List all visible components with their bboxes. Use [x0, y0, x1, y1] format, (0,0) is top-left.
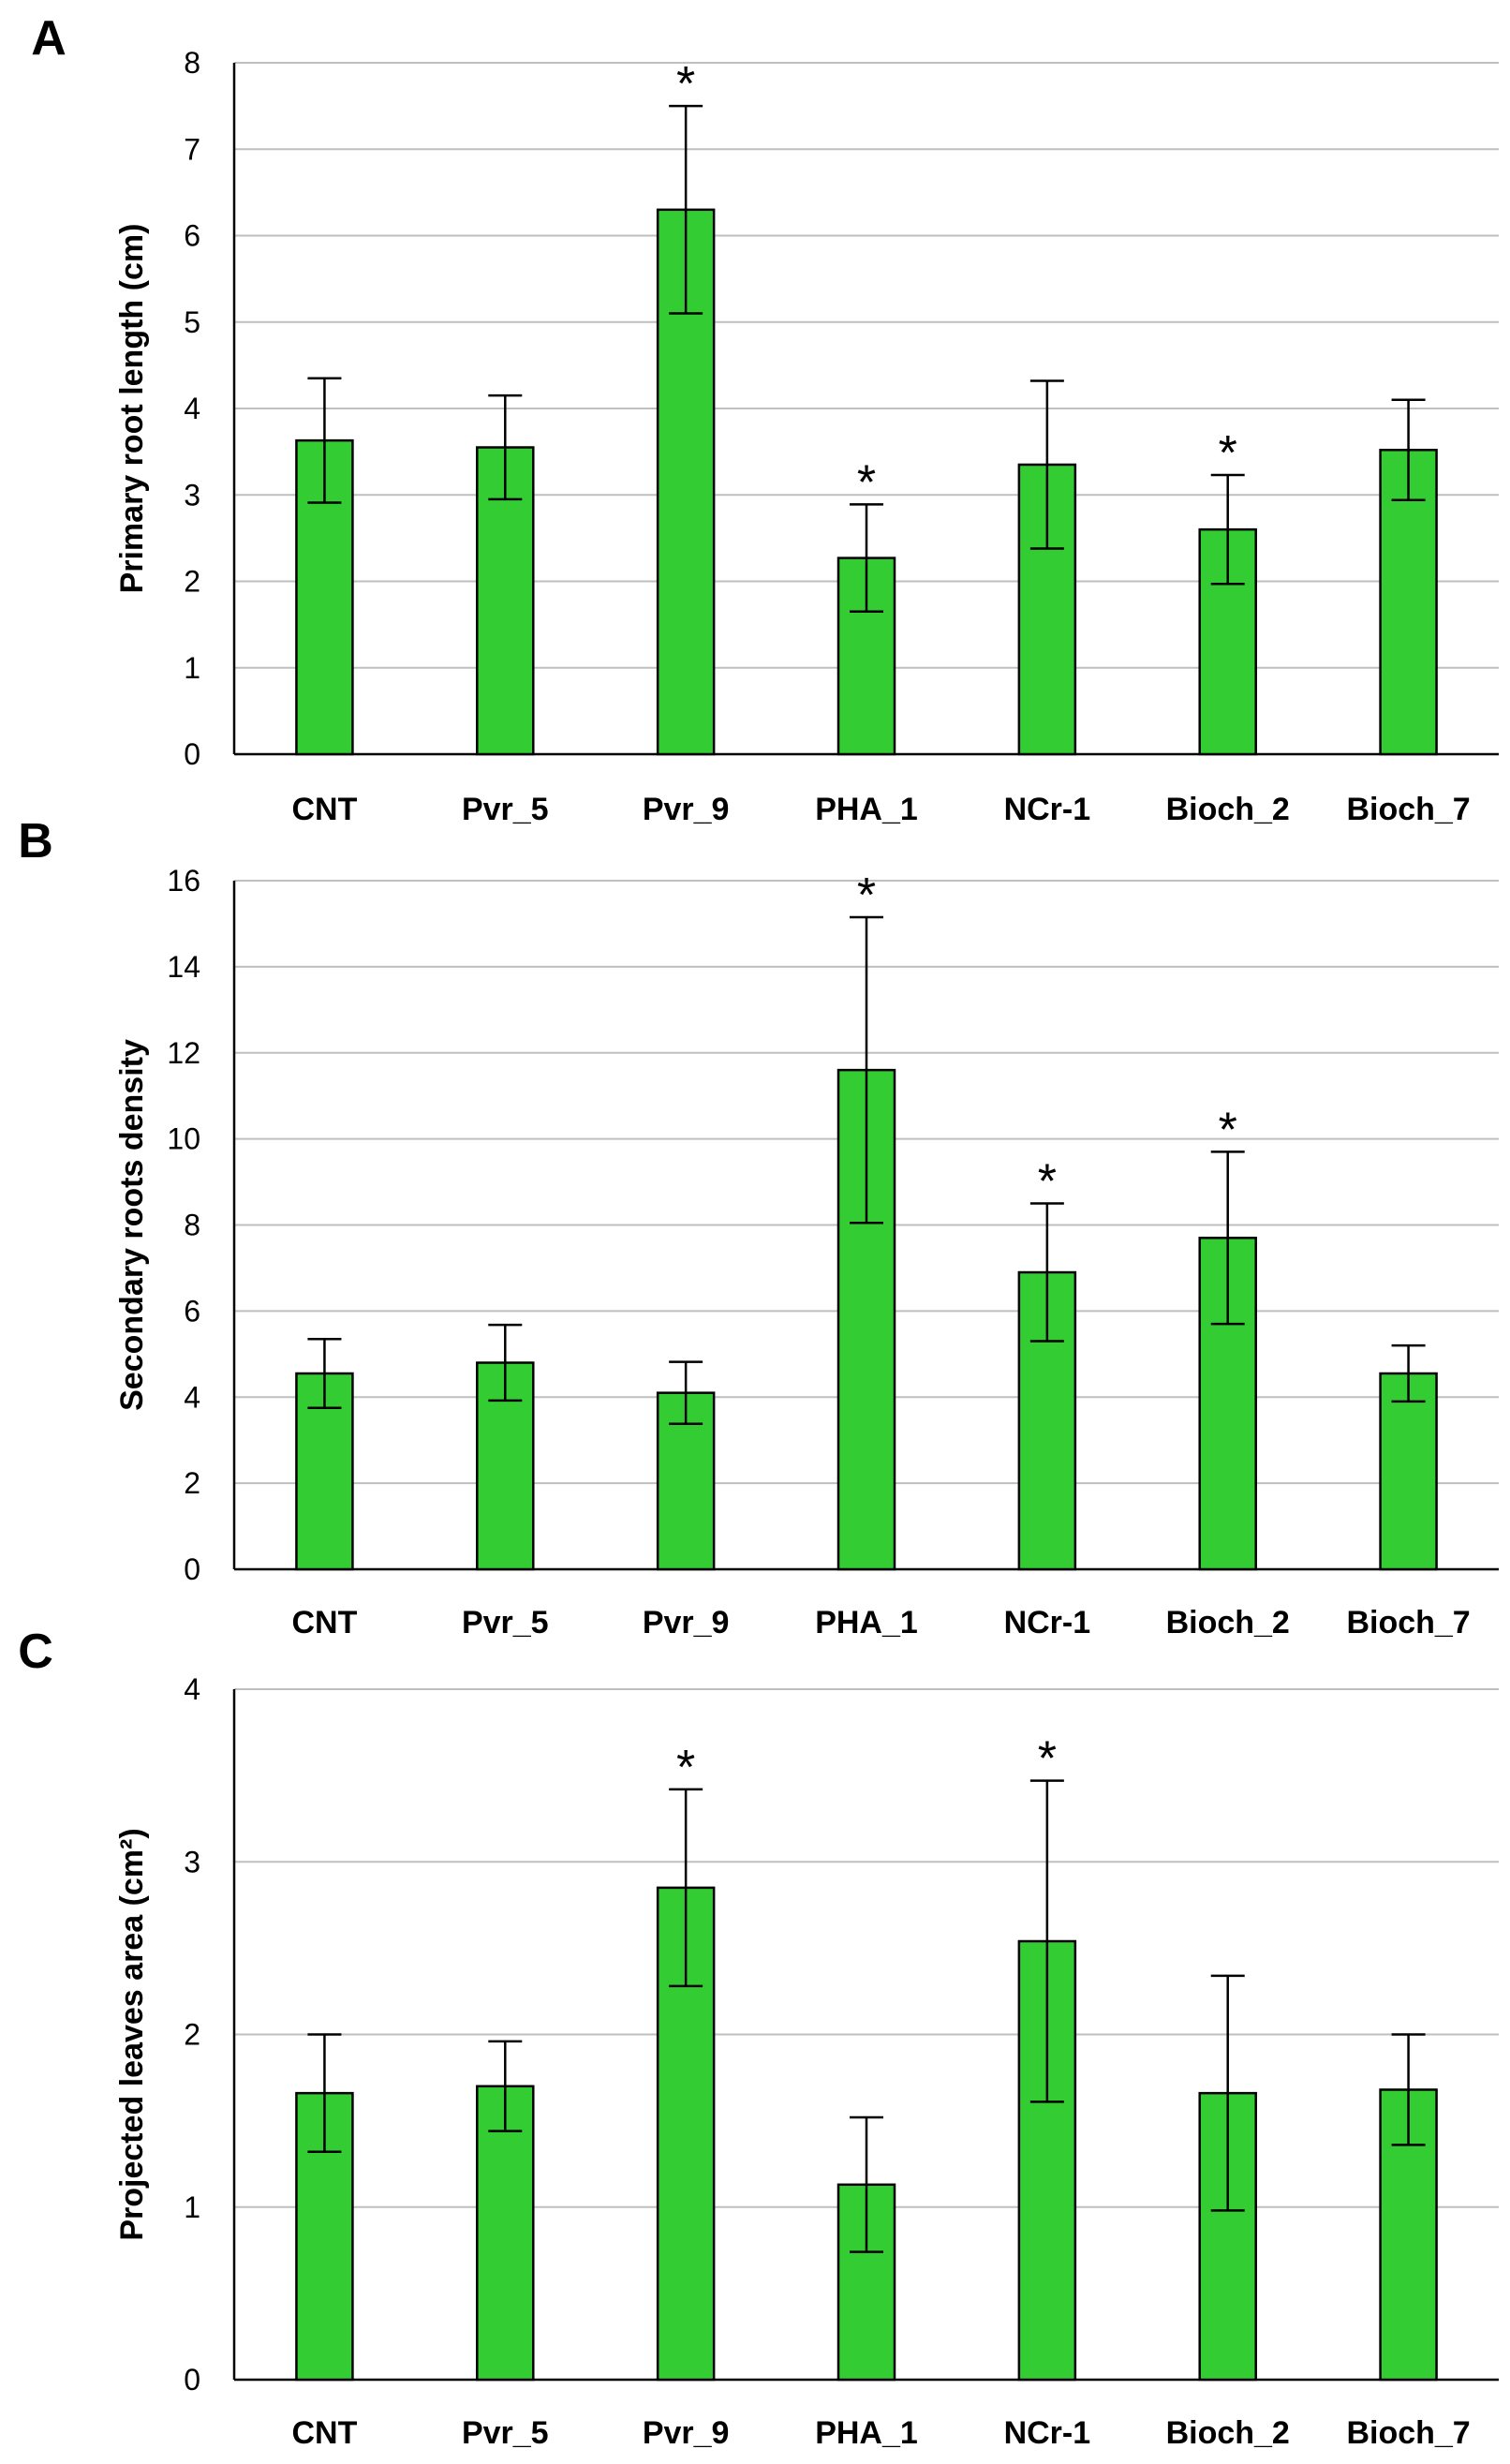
y-axis-label: Secondary roots density	[114, 1039, 150, 1411]
y-tick-label: 14	[167, 950, 200, 984]
x-tick-label: Bioch_2	[1166, 792, 1290, 827]
y-tick-label: 3	[184, 1845, 200, 1878]
x-tick-label: NCr-1	[1004, 2415, 1091, 2451]
panel-letter: C	[18, 1625, 53, 1679]
x-tick-label: PHA_1	[815, 1605, 918, 1640]
x-tick-label: Bioch_7	[1346, 792, 1470, 827]
y-tick-label: 2	[184, 1466, 200, 1500]
x-tick-label: Pvr_9	[643, 2415, 730, 2451]
y-tick-label: 2	[184, 2018, 200, 2052]
y-tick-label: 1	[184, 2190, 200, 2224]
y-tick-label: 12	[167, 1036, 200, 1070]
y-tick-label: 16	[167, 864, 200, 898]
significance-marker: *	[1219, 426, 1237, 481]
significance-marker: *	[857, 868, 876, 923]
bar-pvr_9	[656, 208, 716, 756]
x-tick-label: PHA_1	[815, 2415, 918, 2451]
bar-bioch_7	[1379, 1372, 1438, 1571]
y-tick-label: 4	[184, 1672, 200, 1706]
significance-marker: *	[676, 1741, 695, 1795]
chart-panel-c: C 0 1 2 3 4 Projected leaves area (cm²) CNT Pvr_…	[18, 1625, 1499, 2451]
y-tick-label: 4	[184, 1380, 200, 1414]
x-tick-label: Pvr_9	[643, 792, 730, 827]
significance-marker: *	[1219, 1103, 1237, 1157]
x-tick-label: CNT	[291, 1605, 357, 1640]
bar-pha_1	[836, 2183, 896, 2382]
significance-marker: *	[1038, 1155, 1057, 1210]
y-tick-label: 10	[167, 1122, 200, 1156]
y-tick-label: 4	[184, 392, 200, 425]
x-tick-label: Pvr_5	[462, 1605, 549, 1640]
y-tick-label: 8	[184, 46, 200, 80]
chart-panel-a: A 0 1 2 3 4 5 6 7 8 Primary root length (cm) CNT Pvr…	[31, 11, 1499, 827]
x-tick-label: CNT	[291, 792, 357, 827]
y-tick-label: 6	[184, 219, 200, 253]
y-tick-label: 5	[184, 305, 200, 339]
x-tick-label: Pvr_5	[462, 2415, 549, 2451]
x-tick-label: NCr-1	[1004, 792, 1091, 827]
x-tick-label: NCr-1	[1004, 1605, 1091, 1640]
x-tick-label: CNT	[291, 2415, 357, 2451]
significance-marker: *	[676, 57, 695, 111]
significance-marker: *	[857, 455, 876, 510]
bar-pvr_5	[476, 2085, 535, 2382]
y-tick-label: 3	[184, 478, 200, 512]
x-tick-label: Bioch_2	[1166, 1605, 1290, 1640]
x-tick-label: Pvr_9	[643, 1605, 730, 1640]
x-tick-label: PHA_1	[815, 792, 918, 827]
x-tick-label: Pvr_5	[462, 792, 549, 827]
y-tick-label: 0	[184, 737, 200, 771]
y-tick-label: 8	[184, 1209, 200, 1242]
panel-letter: A	[31, 11, 67, 66]
y-axis-label: Primary root length (cm)	[114, 224, 150, 594]
x-tick-label: Bioch_7	[1346, 1605, 1470, 1640]
bar-pvr_5	[476, 446, 535, 756]
y-tick-label: 2	[184, 565, 200, 599]
y-tick-label: 7	[184, 132, 200, 166]
chart-panel-b: B 0 2 4 6 8 10 12 14 16 Secondary roots density CNT…	[18, 814, 1499, 1640]
y-axis-label: Projected leaves area (cm²)	[114, 1828, 150, 2240]
x-tick-label: Bioch_7	[1346, 2415, 1470, 2451]
y-tick-label: 0	[184, 2363, 200, 2397]
y-tick-label: 6	[184, 1294, 200, 1328]
x-tick-label: Bioch_2	[1166, 2415, 1290, 2451]
panel-letter: B	[18, 814, 53, 868]
y-tick-label: 1	[184, 651, 200, 685]
bar-bioch_7	[1379, 449, 1438, 756]
y-tick-label: 0	[184, 1552, 200, 1586]
significance-marker: *	[1038, 1732, 1057, 1787]
